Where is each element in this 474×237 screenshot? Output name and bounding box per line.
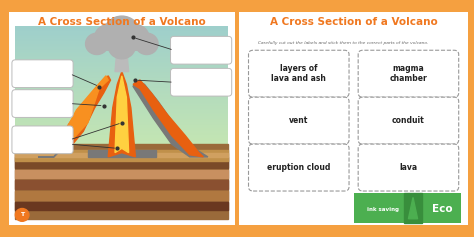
Polygon shape	[133, 80, 208, 157]
Circle shape	[136, 33, 158, 55]
Text: lava: lava	[400, 163, 418, 172]
Polygon shape	[404, 193, 422, 223]
FancyBboxPatch shape	[4, 8, 240, 229]
Polygon shape	[88, 150, 156, 157]
FancyBboxPatch shape	[354, 193, 461, 223]
Bar	[15, 157, 228, 168]
Bar	[15, 191, 228, 200]
Circle shape	[108, 33, 136, 59]
FancyBboxPatch shape	[248, 50, 349, 97]
Polygon shape	[409, 197, 418, 219]
Text: eruption cloud: eruption cloud	[267, 163, 330, 172]
FancyBboxPatch shape	[358, 144, 459, 191]
Text: ink saving: ink saving	[367, 207, 399, 212]
Polygon shape	[38, 80, 108, 157]
Text: magma
chamber: magma chamber	[390, 64, 428, 83]
Text: vent: vent	[289, 116, 309, 125]
Polygon shape	[115, 46, 128, 72]
Text: A Cross Section of a Volcano: A Cross Section of a Volcano	[270, 17, 438, 27]
Bar	[15, 170, 228, 178]
FancyBboxPatch shape	[358, 50, 459, 97]
Text: Carefully cut out the labels and stick them to the correct parts of the volcano.: Carefully cut out the labels and stick t…	[258, 41, 428, 45]
Text: A Cross Section of a Volcano: A Cross Section of a Volcano	[38, 17, 206, 27]
Bar	[15, 153, 228, 157]
Polygon shape	[108, 72, 136, 157]
Circle shape	[122, 25, 149, 50]
Polygon shape	[65, 76, 108, 140]
Polygon shape	[115, 76, 128, 153]
Polygon shape	[133, 80, 203, 157]
FancyBboxPatch shape	[358, 97, 459, 144]
Bar	[15, 144, 228, 219]
Circle shape	[95, 25, 122, 50]
Text: conduit: conduit	[392, 116, 425, 125]
FancyBboxPatch shape	[12, 60, 73, 87]
FancyBboxPatch shape	[12, 126, 73, 154]
Circle shape	[86, 33, 108, 55]
FancyBboxPatch shape	[12, 90, 73, 117]
Bar	[15, 202, 228, 210]
Circle shape	[15, 209, 29, 221]
FancyBboxPatch shape	[248, 144, 349, 191]
Text: Eco: Eco	[432, 204, 453, 214]
Bar	[15, 180, 228, 189]
Bar	[15, 150, 228, 161]
Circle shape	[104, 16, 140, 50]
Text: T: T	[20, 212, 24, 217]
FancyBboxPatch shape	[235, 8, 473, 229]
Text: layers of
lava and ash: layers of lava and ash	[271, 64, 326, 83]
FancyBboxPatch shape	[171, 68, 232, 96]
FancyBboxPatch shape	[171, 36, 232, 64]
Polygon shape	[54, 76, 110, 150]
FancyBboxPatch shape	[248, 97, 349, 144]
